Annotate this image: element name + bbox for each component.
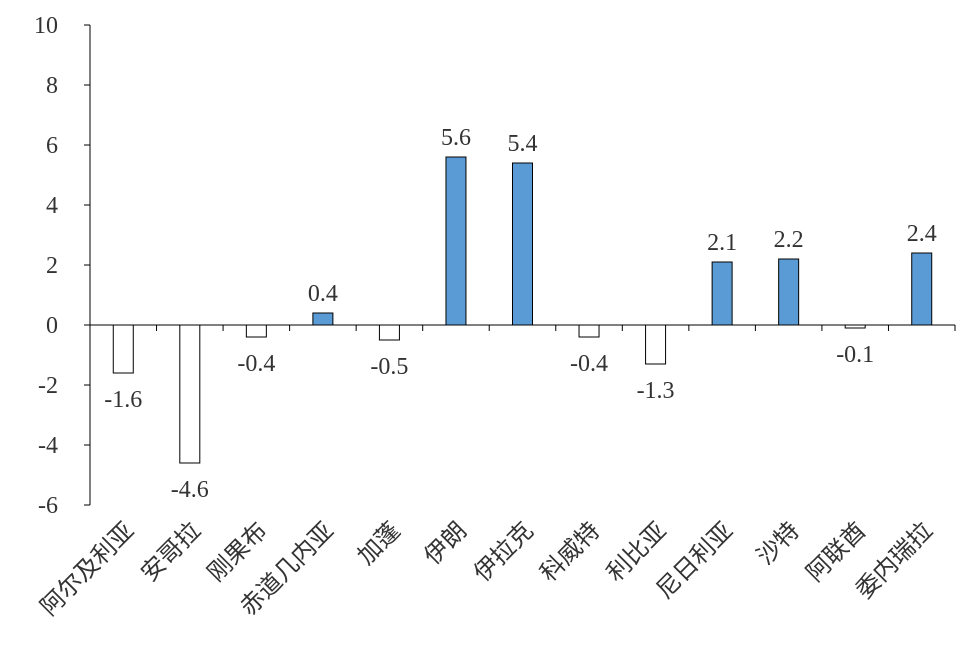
bar [179, 324, 201, 464]
category-label: 阿尔及利亚 [36, 517, 140, 621]
bar [711, 261, 733, 326]
y-axis: -6 -4 -2 0 2 4 6 8 10 [34, 13, 91, 519]
y-tick-label: 2 [46, 253, 58, 279]
bar [911, 252, 933, 326]
y-tick-label: 8 [46, 73, 58, 99]
y-tick-label: -6 [38, 493, 58, 519]
bar [778, 258, 800, 326]
bar [378, 324, 400, 341]
data-label: -4.6 [171, 477, 209, 503]
bars [112, 156, 933, 464]
y-tick-label: -2 [38, 373, 58, 399]
y-tick-label: 10 [34, 13, 58, 39]
data-label: -0.1 [836, 342, 874, 368]
category-label: 沙特 [752, 517, 805, 570]
bar [645, 324, 667, 365]
category-label: 伊朗 [419, 517, 472, 570]
bar [578, 324, 600, 338]
category-label: 伊拉克 [469, 517, 539, 587]
y-tick-label: 0 [46, 313, 58, 339]
bar [245, 324, 267, 338]
data-label: -0.5 [370, 354, 408, 380]
bar [512, 162, 533, 326]
data-label: 0.4 [308, 281, 338, 307]
bar [312, 312, 334, 326]
category-label: 安哥拉 [136, 517, 206, 587]
data-label: 5.6 [441, 125, 471, 151]
data-label: 2.4 [907, 221, 937, 247]
data-label: -1.3 [637, 378, 675, 404]
y-tick-label: 6 [46, 133, 58, 159]
category-label: 加蓬 [353, 517, 406, 570]
data-label: -0.4 [237, 351, 275, 377]
data-labels: -1.6 -4.6 -0.4 0.4 -0.5 5.6 5.4 -0.4 -1.3 2.1 2.2 -… [104, 125, 936, 503]
bar [112, 324, 134, 374]
bar [445, 156, 467, 326]
category-label: 科威特 [535, 517, 605, 587]
data-label: 5.4 [508, 131, 538, 157]
data-label: 2.1 [707, 230, 737, 256]
y-tick-label: 4 [46, 193, 58, 219]
y-tick-label: -4 [38, 433, 58, 459]
data-label: 2.2 [774, 227, 804, 253]
data-label: -1.6 [104, 387, 142, 413]
data-label: -0.4 [570, 351, 608, 377]
